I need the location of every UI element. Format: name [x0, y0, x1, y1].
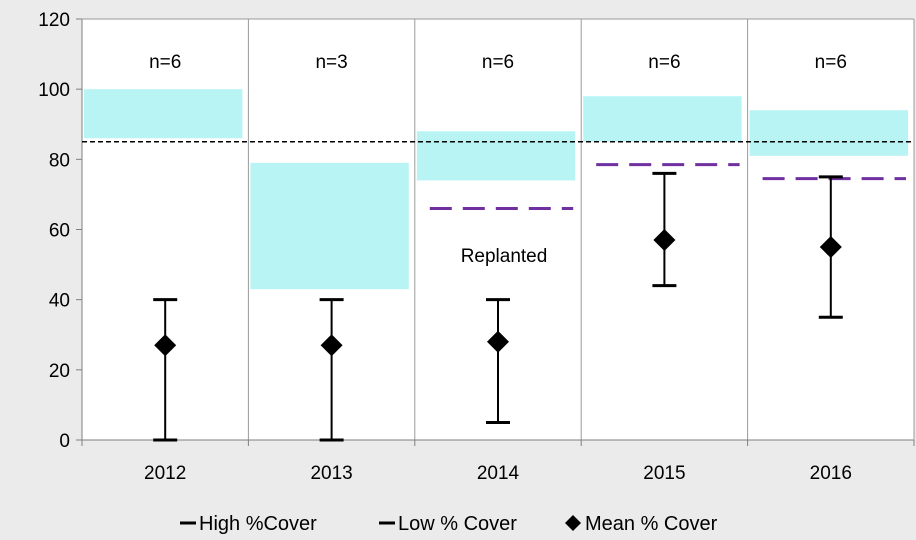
- legend-item-high: High %Cover: [180, 513, 317, 535]
- x-tick-label: 2012: [144, 463, 186, 484]
- legend: High %Cover Low % Cover Mean % Cover: [180, 513, 718, 535]
- target-band-2012: [84, 89, 243, 139]
- y-tick-label: 0: [59, 431, 70, 452]
- n-label: n=6: [149, 52, 181, 73]
- x-tick-labels: 2012 2013 2014 2015 2016: [144, 463, 852, 484]
- target-band-2016: [749, 110, 908, 156]
- legend-diamond-icon: [565, 515, 581, 531]
- target-band-2014: [416, 131, 576, 181]
- mean-cover-marker: [487, 330, 509, 353]
- y-tick-label: 40: [49, 291, 70, 312]
- target-band-2013: [250, 162, 409, 290]
- legend-item-low: Low % Cover: [379, 513, 517, 535]
- y-tick-label: 120: [38, 10, 70, 31]
- legend-label-low: Low % Cover: [398, 513, 517, 535]
- y-tick-label: 80: [49, 150, 70, 171]
- category-dividers: [247, 19, 749, 440]
- annotation-replanted: Replanted: [461, 246, 548, 267]
- n-label: n=3: [315, 52, 347, 73]
- n-label: n=6: [482, 52, 514, 73]
- error-bars: [153, 171, 843, 442]
- legend-label-high: High %Cover: [199, 513, 317, 535]
- legend-item-mean: Mean % Cover: [565, 513, 718, 535]
- n-labels: n=6 n=3 n=6 n=6 n=6: [149, 52, 847, 73]
- y-tick-label: 100: [38, 80, 70, 101]
- mean-cover-marker: [819, 236, 842, 259]
- legend-label-mean: Mean % Cover: [585, 513, 718, 535]
- y-tick-label: 60: [49, 221, 70, 242]
- x-tick-label: 2016: [810, 463, 852, 484]
- x-tick-label: 2015: [643, 463, 685, 484]
- y-tick-labels: 0 20 40 60 80 100 120: [38, 10, 70, 452]
- x-tick-label: 2014: [477, 463, 520, 484]
- n-label: n=6: [815, 52, 847, 73]
- purple-dashed-lines: [429, 163, 906, 210]
- mean-cover-marker: [653, 229, 676, 252]
- axes: [76, 18, 915, 446]
- mean-cover-marker: [154, 334, 177, 357]
- x-tick-label: 2013: [310, 463, 352, 484]
- mean-cover-marker: [320, 334, 343, 357]
- y-tick-label: 20: [49, 361, 70, 382]
- target-band-2015: [583, 96, 742, 142]
- n-label: n=6: [648, 52, 680, 73]
